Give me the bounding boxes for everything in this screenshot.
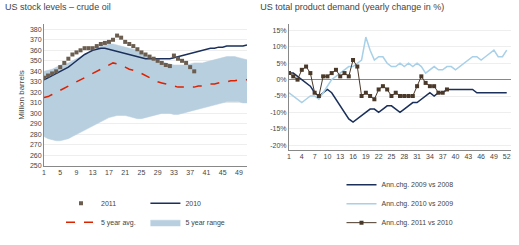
svg-text:43: 43 [464, 153, 472, 160]
svg-text:5%: 5% [276, 60, 286, 67]
svg-text:-20%: -20% [270, 142, 286, 149]
svg-text:1: 1 [287, 153, 291, 160]
svg-text:0%: 0% [276, 76, 286, 83]
svg-text:29: 29 [154, 169, 162, 176]
svg-text:16: 16 [349, 153, 357, 160]
svg-text:33: 33 [170, 169, 178, 176]
svg-text:330: 330 [30, 78, 42, 85]
svg-text:380: 380 [30, 26, 42, 33]
svg-text:260: 260 [30, 152, 42, 159]
svg-text:9: 9 [75, 169, 79, 176]
svg-text:7: 7 [313, 153, 317, 160]
svg-text:40: 40 [452, 153, 460, 160]
svg-text:300: 300 [30, 110, 42, 117]
svg-text:17: 17 [105, 169, 113, 176]
svg-text:15%: 15% [273, 27, 287, 34]
svg-text:US total product demand (yearl: US total product demand (yearly change i… [260, 2, 444, 12]
svg-text:31: 31 [413, 153, 421, 160]
svg-text:37: 37 [439, 153, 447, 160]
svg-text:13: 13 [336, 153, 344, 160]
svg-text:-10%: -10% [270, 109, 286, 116]
svg-text:340: 340 [30, 68, 42, 75]
svg-text:25: 25 [138, 169, 146, 176]
svg-text:2010: 2010 [185, 200, 201, 207]
svg-text:37: 37 [186, 169, 194, 176]
svg-text:41: 41 [203, 169, 211, 176]
svg-text:4: 4 [300, 153, 304, 160]
svg-text:Ann.chg. 2011 vs 2010: Ann.chg. 2011 vs 2010 [382, 219, 453, 227]
svg-text:5: 5 [58, 169, 62, 176]
svg-text:370: 370 [30, 36, 42, 43]
svg-text:310: 310 [30, 99, 42, 106]
svg-text:320: 320 [30, 89, 42, 96]
svg-text:-5%: -5% [274, 92, 286, 99]
svg-text:10: 10 [324, 153, 332, 160]
svg-text:350: 350 [30, 57, 42, 64]
svg-text:Ann.chg. 2010 vs 2009: Ann.chg. 2010 vs 2009 [382, 200, 454, 208]
svg-text:5 year avg.: 5 year avg. [101, 219, 136, 227]
svg-text:46: 46 [477, 153, 485, 160]
svg-text:290: 290 [30, 120, 42, 127]
svg-text:US stock levels – crude oil: US stock levels – crude oil [5, 2, 111, 12]
svg-text:34: 34 [426, 153, 434, 160]
svg-text:250: 250 [30, 162, 42, 169]
svg-text:13: 13 [89, 169, 97, 176]
svg-text:52: 52 [503, 153, 511, 160]
svg-text:Ann.chg. 2009 vs 2008: Ann.chg. 2009 vs 2008 [382, 181, 454, 189]
svg-text:5 year range: 5 year range [185, 219, 224, 227]
svg-text:19: 19 [362, 153, 370, 160]
svg-text:21: 21 [121, 169, 129, 176]
svg-text:2011: 2011 [101, 200, 116, 207]
svg-text:25: 25 [388, 153, 396, 160]
svg-text:280: 280 [30, 131, 42, 138]
svg-text:-15%: -15% [270, 125, 286, 132]
svg-text:22: 22 [375, 153, 383, 160]
svg-text:10%: 10% [273, 43, 287, 50]
svg-text:28: 28 [400, 153, 408, 160]
svg-text:Million barrels: Million barrels [17, 70, 26, 119]
svg-text:49: 49 [490, 153, 498, 160]
svg-text:360: 360 [30, 47, 42, 54]
svg-text:49: 49 [235, 169, 243, 176]
svg-text:1: 1 [42, 169, 46, 176]
svg-text:270: 270 [30, 141, 42, 148]
svg-text:45: 45 [219, 169, 227, 176]
